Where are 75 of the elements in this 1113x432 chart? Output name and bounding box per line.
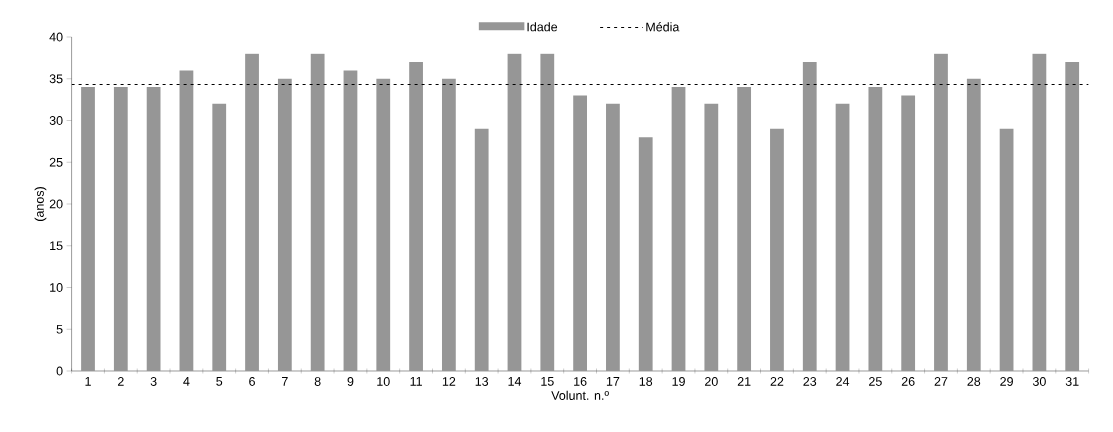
x-tick-label: 9	[347, 377, 354, 386]
bar	[966, 78, 981, 371]
y-tick-label: 40	[49, 32, 63, 42]
bar	[934, 53, 948, 371]
bar	[474, 128, 489, 371]
bar	[802, 62, 817, 371]
bar	[901, 95, 916, 371]
y-tick-label: 0	[56, 366, 63, 376]
bar	[81, 87, 95, 371]
bar	[310, 53, 325, 371]
x-tick-label: 11	[410, 377, 422, 386]
bar	[441, 78, 456, 371]
legend-label: Média	[646, 22, 680, 32]
x-tick-label: 23	[803, 377, 817, 386]
bar	[638, 137, 653, 371]
y-tick-label: 30	[49, 116, 63, 125]
y-tick-label: 10	[50, 283, 63, 292]
x-axis-title: Volunt. n.º	[551, 390, 609, 400]
x-tick-label: 30	[1032, 377, 1046, 386]
x-tick-label: 7	[282, 377, 288, 386]
bar	[409, 62, 423, 371]
x-tick-label: 19	[672, 377, 685, 386]
x-tick-label: 3	[150, 377, 157, 386]
x-tick-label: 6	[249, 377, 255, 386]
bar	[540, 53, 555, 371]
bar	[704, 103, 719, 371]
bar	[999, 128, 1014, 371]
x-tick-label: 21	[737, 377, 751, 386]
x-tick-label: 15	[541, 377, 554, 386]
y-tick-label: 15	[50, 241, 63, 251]
y-tick-label: 20	[49, 199, 63, 209]
x-tick-label: 26	[901, 377, 915, 386]
bar	[343, 70, 358, 371]
bar	[179, 70, 194, 371]
bar	[113, 87, 128, 371]
bar	[212, 103, 227, 371]
x-tick-label: 31	[1065, 377, 1079, 386]
bar	[868, 87, 883, 371]
bar	[770, 128, 784, 371]
y-tick-label: 35	[49, 74, 63, 84]
x-tick-label: 17	[606, 377, 620, 386]
bar	[245, 53, 259, 371]
y-axis-title: (anos)	[34, 187, 47, 221]
x-tick-label: 4	[183, 377, 190, 386]
bar	[1032, 53, 1047, 371]
x-tick-label: 14	[508, 377, 522, 386]
x-tick-label: 29	[1000, 377, 1013, 386]
x-tick-label: 22	[770, 377, 784, 386]
y-tick-label: 5	[56, 324, 63, 334]
legend-label: Idade	[527, 22, 558, 32]
bar	[277, 78, 292, 371]
x-tick-label: 13	[475, 377, 489, 386]
bar	[737, 87, 752, 371]
x-tick-label: 27	[934, 377, 948, 386]
bar	[507, 53, 522, 371]
x-tick-label: 28	[967, 377, 981, 386]
x-tick-label: 1	[85, 377, 91, 386]
x-tick-label: 8	[314, 377, 321, 386]
x-tick-label: 24	[836, 377, 850, 386]
x-tick-label: 5	[216, 377, 223, 386]
bar	[606, 103, 620, 371]
x-tick-label: 20	[705, 377, 718, 386]
bar	[146, 87, 161, 371]
x-tick-label: 10	[377, 377, 390, 386]
y-tick-label: 25	[49, 157, 63, 167]
x-tick-label: 12	[442, 377, 456, 386]
bar	[835, 103, 850, 371]
bar	[573, 95, 587, 371]
x-tick-label: 2	[117, 377, 124, 386]
bar	[1065, 62, 1080, 371]
x-tick-label: 25	[869, 377, 882, 386]
x-tick-label: 16	[574, 377, 587, 386]
x-tick-label: 18	[639, 377, 653, 386]
bar	[671, 87, 686, 371]
bar	[376, 78, 391, 371]
